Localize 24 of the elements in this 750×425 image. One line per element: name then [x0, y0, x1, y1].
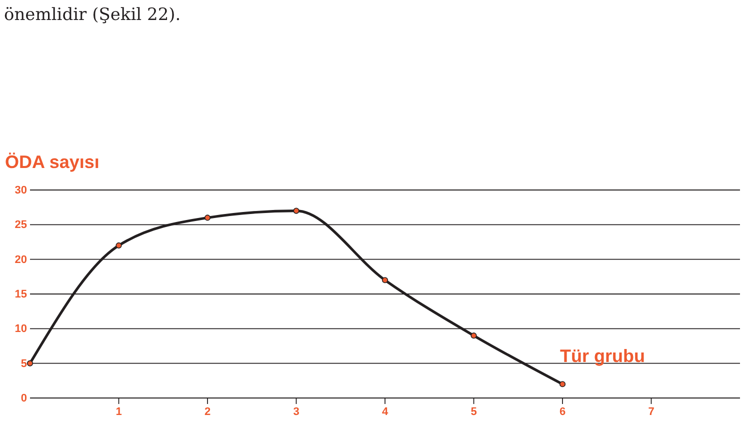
x-tick-label: 6: [559, 406, 566, 418]
y-tick-label: 10: [14, 323, 27, 336]
point: [204, 214, 211, 221]
x-tick-label: 7: [648, 406, 654, 418]
point: [559, 381, 566, 388]
text: önemlidir (Şekil 22).: [4, 5, 181, 25]
point: [382, 277, 388, 284]
y-tick-label: 20: [14, 254, 27, 266]
y-axis-title: ÖDA sayısı: [5, 152, 100, 172]
y-tick-label: 25: [14, 219, 27, 232]
x-axis-title: Tür grubu: [560, 346, 645, 366]
y-tick-label: 30: [14, 184, 27, 197]
point: [26, 360, 34, 366]
x-tick-label: 2: [204, 406, 211, 418]
point: [470, 332, 477, 339]
point: [293, 208, 300, 214]
x-tick-label: 3: [293, 406, 300, 418]
y-tick-label: 0: [20, 392, 27, 405]
y-tick-label: 15: [14, 288, 27, 301]
y-tick-label: 5: [20, 358, 27, 370]
x-tick-label: 1: [116, 406, 122, 418]
point: [116, 242, 122, 249]
x-tick-label: 5: [470, 406, 477, 418]
x-tick-label: 4: [382, 406, 389, 418]
